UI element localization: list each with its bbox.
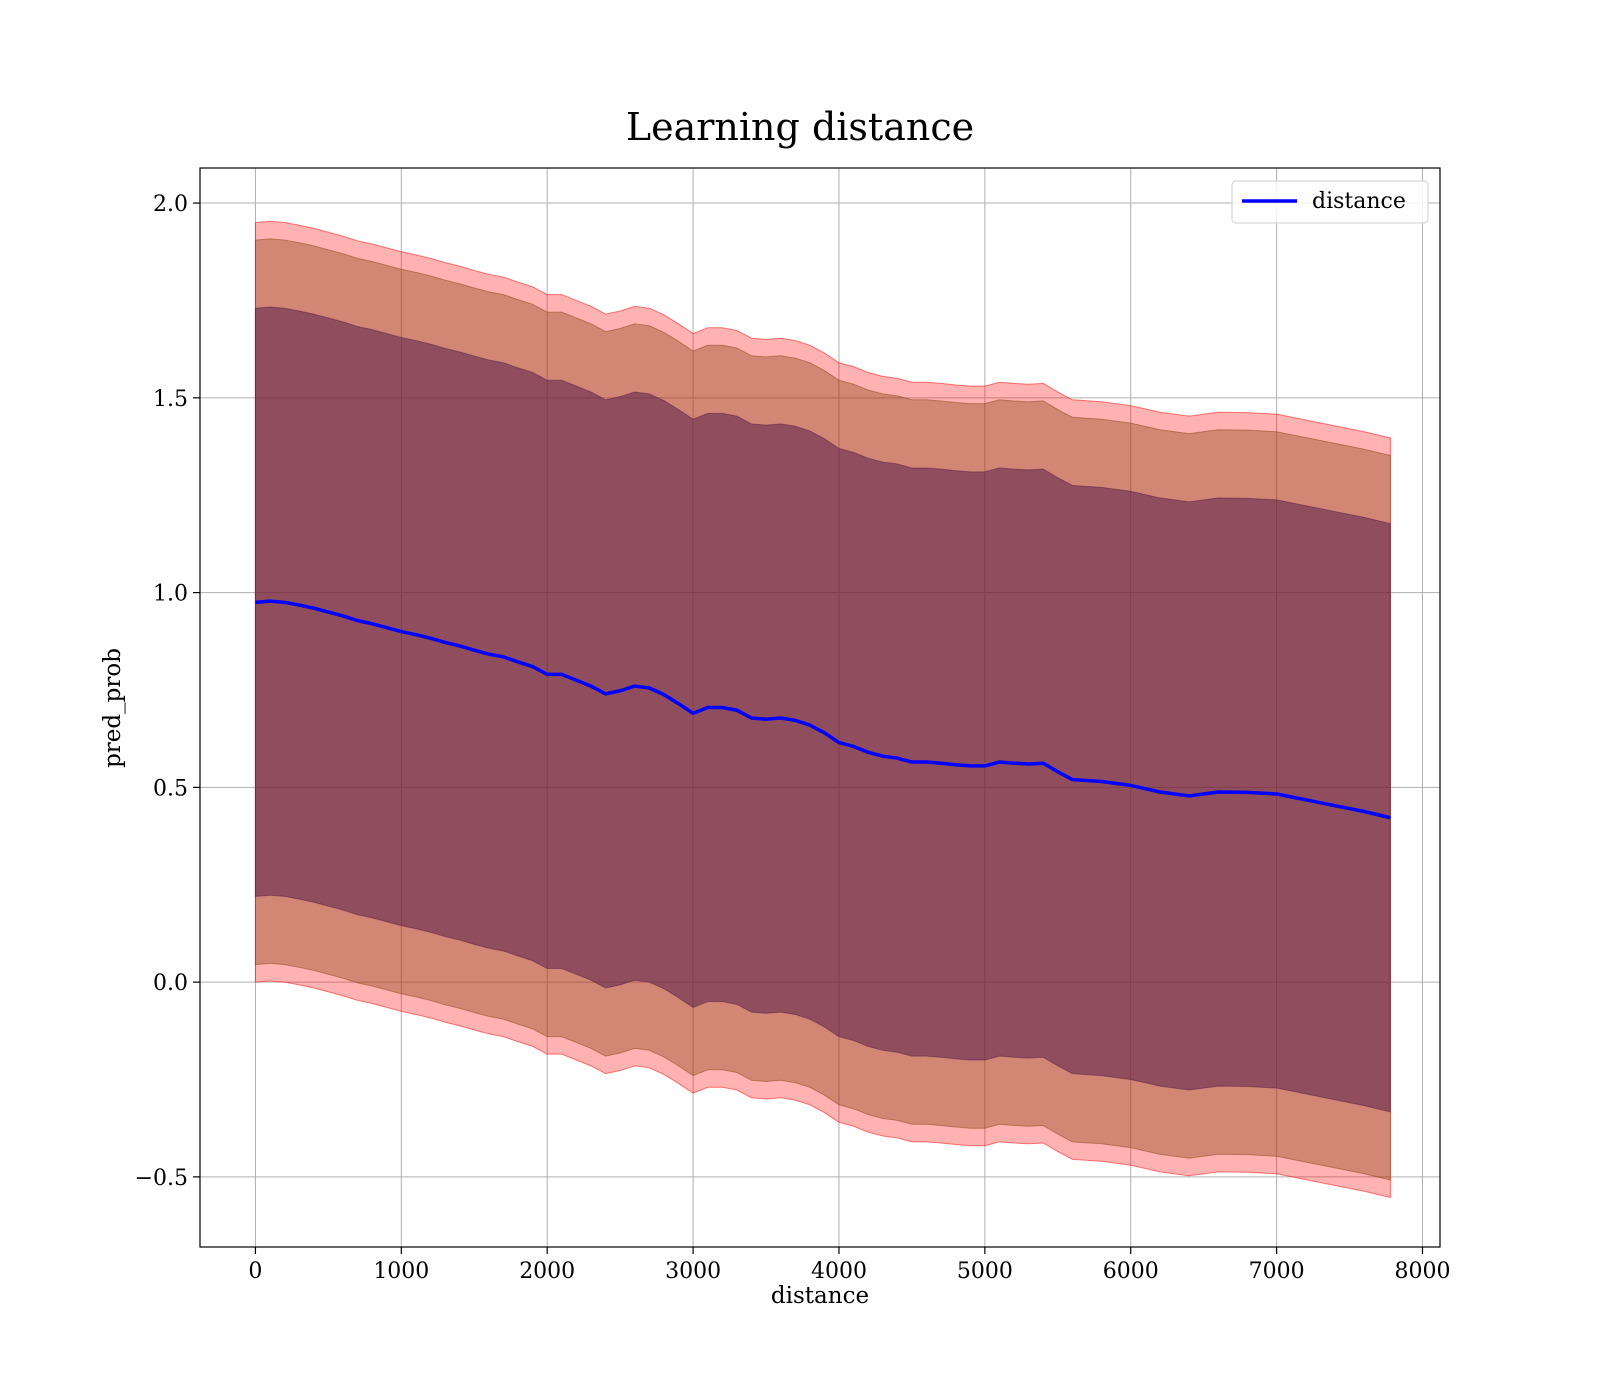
confidence-bands xyxy=(254,220,1391,1199)
y-tick-label: 1.0 xyxy=(153,582,188,607)
legend-label-distance: distance xyxy=(1312,189,1406,214)
x-tick-label: 8000 xyxy=(1394,1259,1450,1284)
y-tick-label: 0.0 xyxy=(153,971,188,996)
y-tick-label: 1.5 xyxy=(153,387,188,412)
band-inner xyxy=(254,306,1391,1113)
y-tick-label: 2.0 xyxy=(153,192,188,217)
x-tick-label: 5000 xyxy=(957,1259,1013,1284)
y-axis: −0.5 0.0 0.5 1.0 1.5 2.0 xyxy=(135,192,200,1191)
series-line-distance xyxy=(255,599,1391,820)
x-tick-label: 2000 xyxy=(519,1259,575,1284)
x-tick-label: 4000 xyxy=(811,1259,867,1284)
chart-title: Learning distance xyxy=(626,105,974,149)
x-axis-label: distance xyxy=(771,1283,869,1309)
x-axis: 0 1000 2000 3000 4000 5000 6000 7000 8000 xyxy=(248,1247,1450,1284)
x-tick-label: 1000 xyxy=(373,1259,429,1284)
legend-box xyxy=(1231,180,1429,224)
y-tick-label: −0.5 xyxy=(135,1166,188,1191)
y-tick-label: 0.5 xyxy=(153,776,188,801)
x-tick-label: 3000 xyxy=(665,1259,721,1284)
legend: distance xyxy=(1231,180,1429,224)
x-tick-label: 6000 xyxy=(1103,1259,1159,1284)
y-axis-label: pred_prob xyxy=(100,648,126,768)
series-lines xyxy=(255,599,1391,820)
plot-frame xyxy=(199,167,1441,1248)
x-tick-label: 0 xyxy=(248,1259,262,1284)
x-tick-label: 7000 xyxy=(1249,1259,1305,1284)
